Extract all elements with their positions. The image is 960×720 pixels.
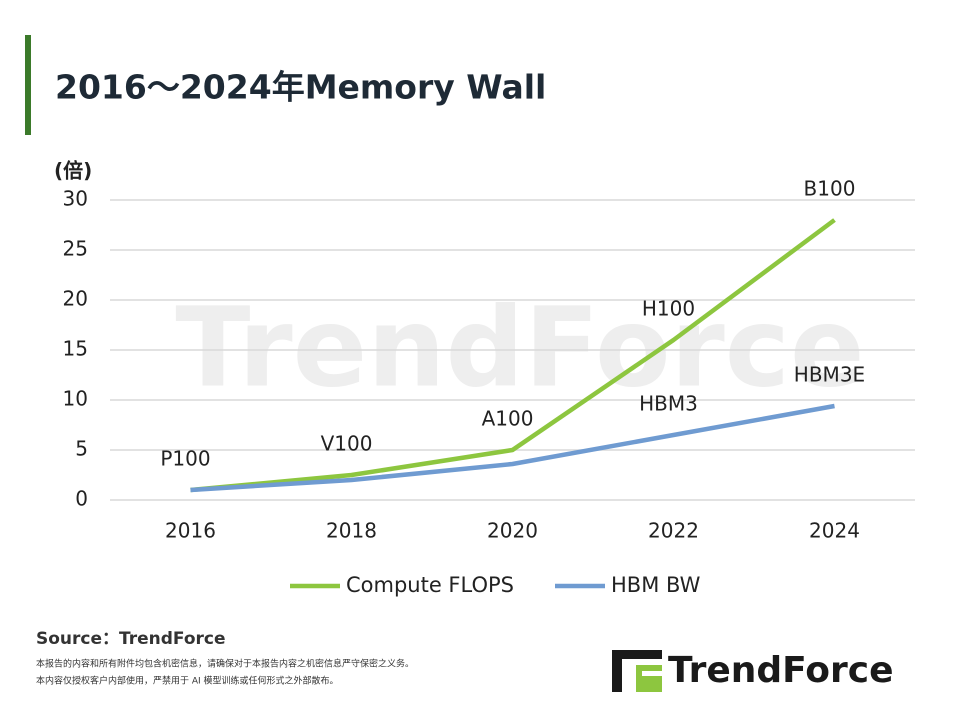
chart-title: 2016～2024年Memory Wall <box>55 68 546 107</box>
y-tick-label: 10 <box>63 387 88 411</box>
y-tick-label: 0 <box>75 487 88 511</box>
y-tick-label: 25 <box>63 237 88 261</box>
accent-bar <box>25 35 31 135</box>
source: Source：TrendForce <box>36 629 226 649</box>
y-tick-label: 30 <box>63 187 88 211</box>
point-label: HBM3E <box>794 363 865 387</box>
watermark: TrendForce <box>175 283 864 411</box>
y-axis-label: (倍) <box>54 159 92 183</box>
y-tick-label: 5 <box>75 437 88 461</box>
disclaimer: 本内容仅授权客户内部使用，严禁用于 AI 模型训练或任何形式之外部散布。 <box>36 675 339 687</box>
y-tick-label: 20 <box>63 287 88 311</box>
legend-label: HBM BW <box>611 573 701 597</box>
point-label: A100 <box>482 407 534 431</box>
point-label: B100 <box>804 177 856 201</box>
x-tick-label: 2022 <box>648 519 699 543</box>
x-tick-label: 2024 <box>809 519 860 543</box>
series-line <box>190 218 836 493</box>
legend-label: Compute FLOPS <box>346 573 514 597</box>
series-line <box>190 403 835 493</box>
point-label: HBM3 <box>639 392 698 416</box>
y-tick-label: 15 <box>63 337 88 361</box>
logo-text: TrendForce <box>668 650 894 691</box>
point-label: P100 <box>160 447 210 471</box>
point-label: H100 <box>642 297 695 321</box>
disclaimer: 本报告的内容和所有附件均包含机密信息，请确保对于本报告内容之机密信息严守保密之义… <box>36 658 414 670</box>
x-tick-label: 2016 <box>165 519 216 543</box>
x-tick-label: 2020 <box>487 519 538 543</box>
logo-icon <box>612 650 662 692</box>
point-label: V100 <box>321 432 373 456</box>
x-tick-label: 2018 <box>326 519 377 543</box>
